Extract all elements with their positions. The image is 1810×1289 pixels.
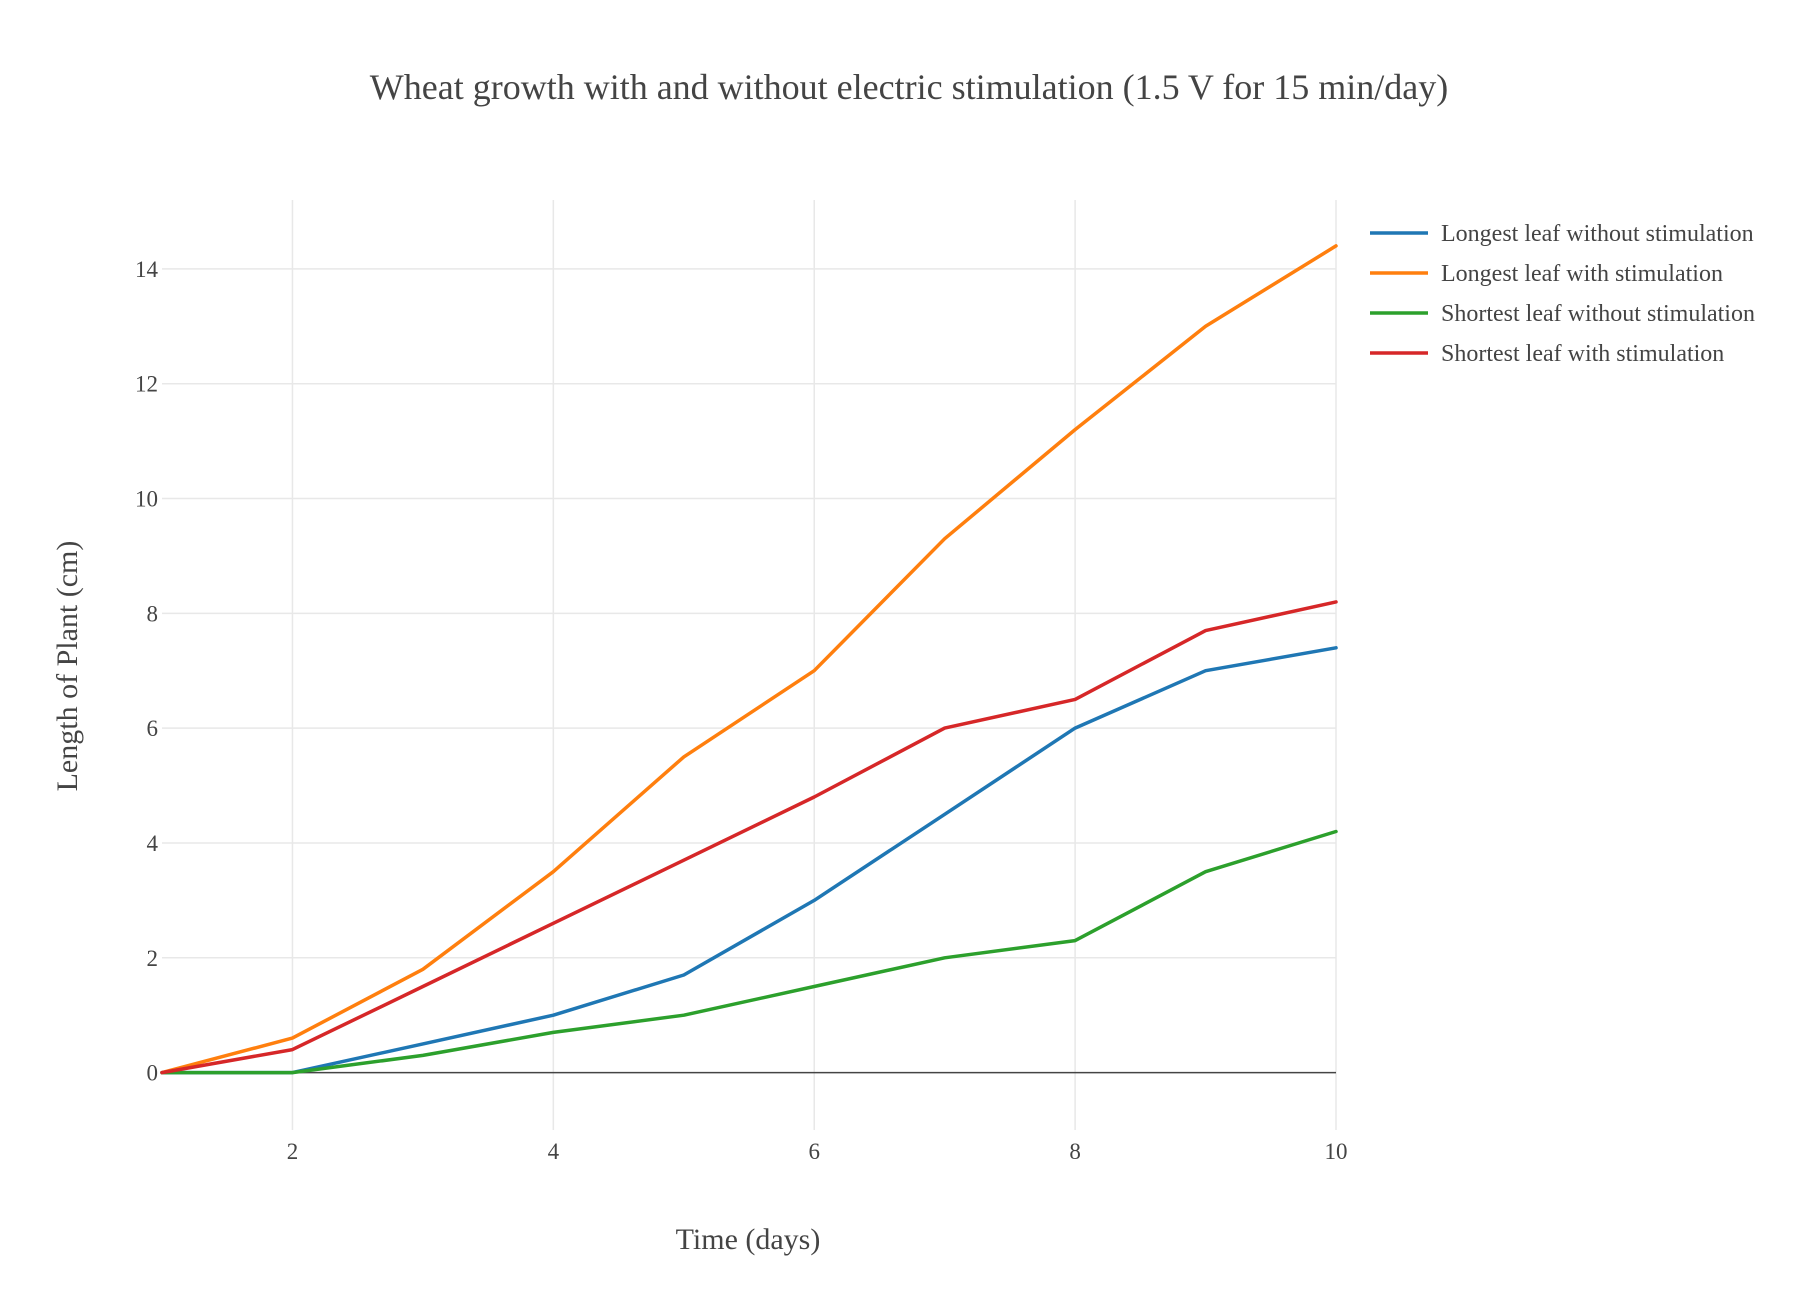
y-tick-label: 2 xyxy=(147,946,159,971)
x-tick-label: 4 xyxy=(548,1139,560,1164)
series-line-2 xyxy=(160,244,1338,1075)
y-tick-label: 10 xyxy=(135,487,158,512)
series-lines xyxy=(160,244,1338,1075)
x-tick-label: 6 xyxy=(808,1139,820,1164)
legend-label: Longest leaf with stimulation xyxy=(1441,261,1723,287)
legend-label: Shortest leaf with stimulation xyxy=(1441,341,1724,367)
series-line-1 xyxy=(160,646,1338,1075)
x-tick-label: 8 xyxy=(1069,1139,1081,1164)
chart-title: Wheat growth with and without electric s… xyxy=(370,67,1448,107)
x-tick-label: 10 xyxy=(1325,1139,1348,1164)
y-tick-label: 6 xyxy=(147,716,159,741)
y-tick-label: 14 xyxy=(135,257,159,282)
legend-item[interactable]: Longest leaf with stimulation xyxy=(1370,261,1723,287)
tick-labels: 2 4 6 8 10 0 2 4 6 8 10 12 14 xyxy=(135,257,1348,1164)
x-axis-title: Time (days) xyxy=(676,1223,821,1256)
grid xyxy=(162,200,1337,1130)
y-tick-label: 12 xyxy=(135,372,158,397)
legend-item[interactable]: Shortest leaf with stimulation xyxy=(1370,341,1724,367)
legend-item[interactable]: Longest leaf without stimulation xyxy=(1370,221,1754,247)
series-line-3 xyxy=(160,829,1338,1075)
y-tick-label: 4 xyxy=(147,831,159,856)
legend-label: Longest leaf without stimulation xyxy=(1441,221,1754,247)
y-tick-label: 0 xyxy=(147,1061,159,1086)
legend-label: Shortest leaf without stimulation xyxy=(1441,301,1755,327)
x-tick-label: 2 xyxy=(287,1139,299,1164)
series-line-4 xyxy=(160,600,1338,1075)
legend-item[interactable]: Shortest leaf without stimulation xyxy=(1370,301,1755,327)
y-tick-label: 8 xyxy=(147,601,159,626)
y-axis-title: Length of Plant (cm) xyxy=(51,541,84,792)
legend: Longest leaf without stimulation Longest … xyxy=(1370,221,1755,367)
